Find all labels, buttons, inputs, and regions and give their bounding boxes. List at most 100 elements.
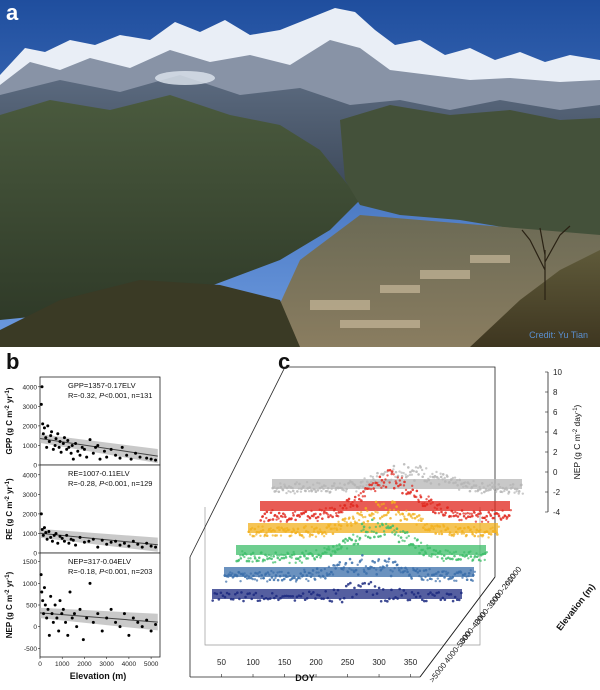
ridge-point [360, 522, 364, 526]
ridge-point [290, 534, 293, 537]
ridge-point [269, 518, 272, 522]
ridge-point [394, 480, 397, 483]
ridge-point [415, 495, 418, 499]
ridge-point [319, 554, 323, 558]
ridge-point [293, 576, 296, 580]
ridge-point [382, 472, 385, 476]
ridge-point [275, 534, 279, 537]
ridge-point [466, 511, 469, 515]
y-tick-label: 1500 [23, 559, 38, 566]
ridge-point [404, 488, 408, 492]
ridge-point [350, 561, 354, 565]
ridge-point [360, 513, 363, 517]
ridge-point [497, 514, 501, 518]
ridge-point [373, 561, 376, 564]
data-point [96, 545, 100, 549]
ridge-point [420, 598, 424, 602]
data-point [100, 538, 104, 542]
data-point [42, 612, 46, 616]
ridge-point [419, 517, 422, 520]
ridge-point [361, 554, 364, 557]
y-tick-label: 1000 [23, 531, 38, 538]
y-tick-label: 0 [33, 551, 37, 558]
confidence-band [40, 434, 158, 464]
data-point [70, 443, 74, 447]
data-point [51, 620, 55, 624]
ridge-point [453, 476, 457, 479]
ridge-point [375, 475, 379, 478]
ridge-point [410, 577, 413, 580]
ridge-point [378, 505, 381, 508]
ridge-point [473, 511, 476, 514]
ridge-point [268, 556, 271, 560]
ridge-point [454, 510, 457, 514]
data-point [54, 531, 58, 535]
data-point [67, 541, 71, 545]
data-point [102, 449, 106, 453]
ridge-point [515, 490, 518, 493]
data-point [109, 447, 113, 451]
ridge-point [371, 475, 375, 479]
elevation-axis [419, 576, 496, 678]
ridge-point [376, 503, 380, 506]
ridge-point [423, 599, 426, 603]
ridge-point [253, 557, 257, 560]
ridge-point [430, 555, 433, 558]
ridge-point [395, 527, 399, 531]
ridge-point [408, 473, 412, 477]
data-point [58, 440, 62, 444]
ridge-point [464, 512, 467, 515]
ridge-point [459, 558, 462, 561]
ridge-point [273, 560, 277, 564]
ridge-point [353, 586, 356, 590]
data-point [72, 612, 76, 616]
data-point [71, 538, 75, 542]
ridge-point [452, 514, 456, 518]
ridge-point [487, 520, 490, 524]
data-point [51, 447, 55, 451]
ridge-point [384, 478, 387, 481]
data-point [140, 625, 144, 629]
doy-tick-label: 50 [217, 658, 226, 667]
ridge-point [425, 467, 428, 470]
nep-tick-label: -4 [553, 508, 561, 517]
data-point [149, 544, 153, 548]
data-point [114, 539, 118, 543]
ridge-point [433, 474, 437, 478]
ridge-point [474, 520, 478, 523]
ridge-point [389, 516, 392, 520]
panel-b-scatter-plots: b 4000 3000 2000 1000 0 GPP (g C m-2 yr-1) GPP… [0, 347, 170, 685]
ridge-point [411, 488, 415, 492]
mountain-valley-illustration [0, 0, 600, 347]
ridge-point [342, 539, 345, 542]
ridge-point [265, 555, 269, 558]
ridge-point [415, 470, 418, 474]
data-point [80, 445, 84, 449]
ridge-point [251, 560, 254, 563]
ridge-point [255, 579, 259, 582]
x-tick-label: 0 [38, 661, 42, 668]
data-point [78, 453, 82, 457]
data-point [154, 623, 158, 626]
data-point [149, 629, 153, 633]
ridge-point [503, 514, 507, 518]
ridge-point [489, 532, 493, 536]
data-point [129, 457, 133, 461]
ridge-point [337, 515, 340, 518]
ridge-point [497, 525, 501, 528]
data-point [145, 541, 149, 545]
ridge-point [261, 515, 265, 518]
y-tick-label: 1000 [23, 443, 38, 450]
ridge-point [302, 536, 305, 539]
data-point [118, 456, 122, 460]
regression-stats: R=-0.28, P<0.001, n=129 [68, 479, 152, 488]
ridge-point [425, 599, 428, 603]
ridge-point [311, 533, 314, 537]
data-point [105, 616, 109, 620]
doy-tick-label: 200 [309, 658, 323, 667]
doy-tick-label: 100 [246, 658, 260, 667]
ridge-baseline [248, 523, 498, 533]
ridge-point [401, 530, 405, 533]
ridge-point [256, 599, 260, 603]
ridge-point [517, 492, 520, 495]
